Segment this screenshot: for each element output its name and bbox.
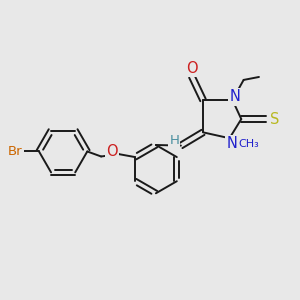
Text: O: O — [106, 144, 118, 159]
Text: N: N — [230, 89, 240, 104]
Text: S: S — [270, 112, 279, 127]
Text: N: N — [226, 136, 237, 151]
Text: H: H — [169, 134, 179, 147]
Text: CH₃: CH₃ — [238, 139, 259, 148]
Text: O: O — [186, 61, 198, 76]
Text: Br: Br — [8, 145, 23, 158]
